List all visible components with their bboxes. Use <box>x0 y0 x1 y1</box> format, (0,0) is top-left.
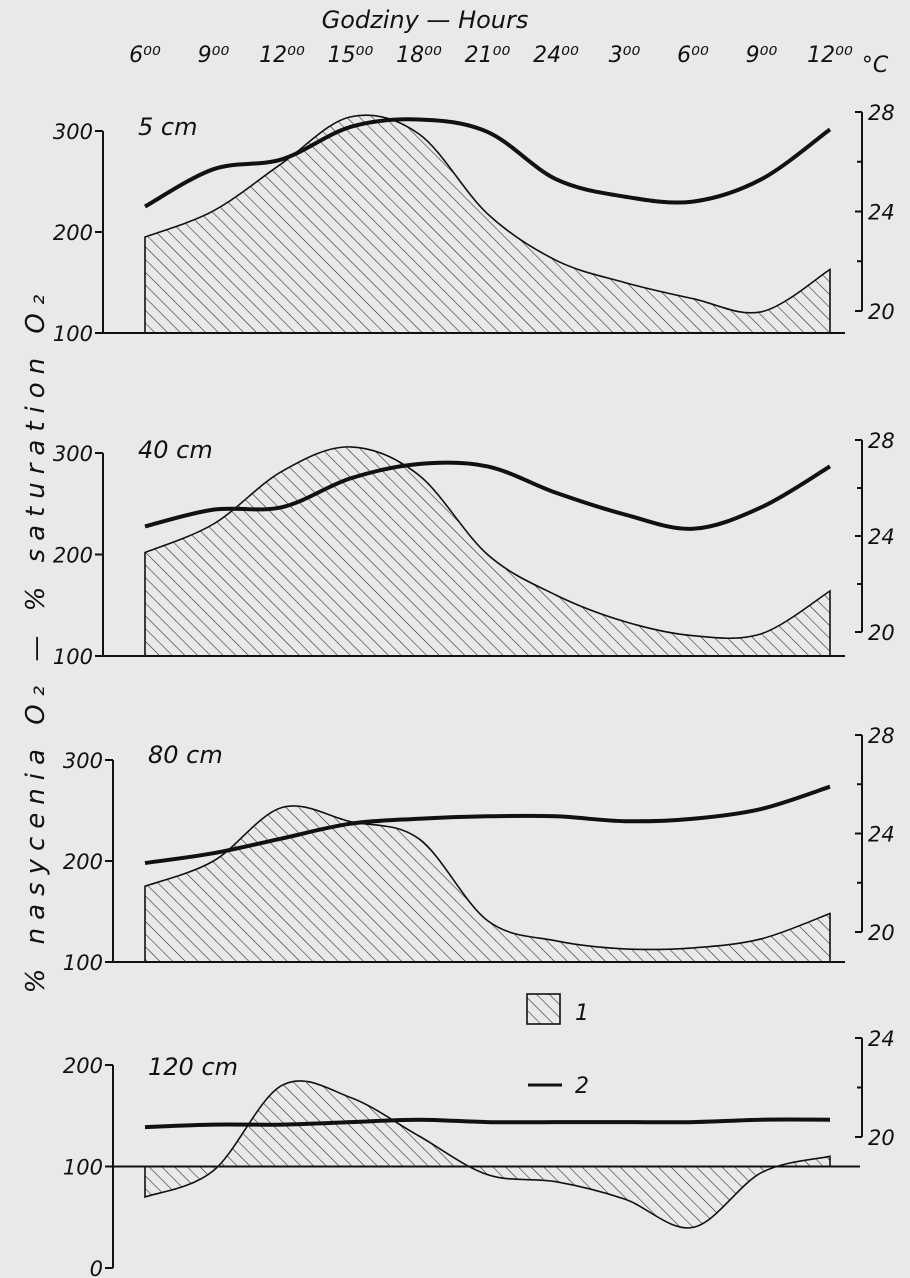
x-tick-label: 9⁰⁰ <box>198 43 230 68</box>
right-tick-label: 20 <box>868 300 895 324</box>
left-tick-label: 0 <box>90 1257 103 1278</box>
left-tick-label: 300 <box>53 442 93 466</box>
depth-label: 5 cm <box>138 113 197 141</box>
left-tick-label: 200 <box>63 1054 103 1078</box>
panel-40cm: 100 200 300 20 24 28 40 cm <box>53 429 895 669</box>
right-tick-label: 24 <box>868 823 895 847</box>
x-tick-label: 15⁰⁰ <box>328 43 374 68</box>
depth-label: 40 cm <box>138 436 213 464</box>
right-tick-label: 28 <box>868 101 895 125</box>
left-tick-label: 200 <box>53 544 93 568</box>
panel-120cm: 0 100 200 20 24 120 cm <box>63 1027 895 1278</box>
right-tick-label: 28 <box>868 429 895 453</box>
o2-saturation-area <box>144 446 831 657</box>
right-tick-label: 20 <box>868 621 895 645</box>
panel-80cm: 100 200 300 20 24 28 80 cm <box>63 724 895 975</box>
o2-saturation-area <box>144 1080 831 1229</box>
left-tick-label: 100 <box>53 322 93 346</box>
right-tick-label: 24 <box>868 201 895 225</box>
x-tick-labels: 6⁰⁰ 9⁰⁰ 12⁰⁰ 15⁰⁰ 18⁰⁰ 21⁰⁰ 24⁰⁰ 3⁰⁰ 6⁰⁰ 9⁰⁰ 12⁰⁰ <box>129 43 853 68</box>
x-tick-label: 12⁰⁰ <box>807 43 853 68</box>
panel-5cm: 100 200 300 20 24 28 5 cm <box>53 101 895 346</box>
x-tick-label: 3⁰⁰ <box>609 43 641 68</box>
left-tick-label: 100 <box>63 951 103 975</box>
temperature-line <box>144 117 832 209</box>
right-tick-label: 20 <box>868 1126 895 1150</box>
o2-saturation-area <box>144 805 831 963</box>
x-tick-label: 6⁰⁰ <box>129 43 161 68</box>
x-tick-label: 6⁰⁰ <box>677 43 709 68</box>
chart-title: Godziny — Hours <box>322 6 529 34</box>
legend-hatch-swatch <box>526 993 561 1025</box>
x-tick-label: 24⁰⁰ <box>533 43 579 68</box>
temperature-line <box>144 1117 831 1130</box>
x-tick-label: 12⁰⁰ <box>259 43 305 68</box>
x-tick-label: 21⁰⁰ <box>465 43 511 68</box>
legend-label-1: 1 <box>575 1001 589 1026</box>
right-tick-label: 20 <box>868 921 895 945</box>
right-tick-label: 24 <box>868 1027 895 1051</box>
right-tick-label: 28 <box>868 724 895 748</box>
depth-label: 80 cm <box>148 741 223 769</box>
left-tick-label: 200 <box>63 850 103 874</box>
left-tick-label: 200 <box>53 221 93 245</box>
legend-label-2: 2 <box>575 1074 589 1099</box>
left-tick-label: 300 <box>63 749 103 773</box>
x-tick-label: 9⁰⁰ <box>746 43 778 68</box>
x-tick-label: 18⁰⁰ <box>396 43 442 68</box>
y-axis-label: % nasycenia O₂ — % saturation O₂ <box>21 287 51 994</box>
depth-label: 120 cm <box>148 1053 238 1081</box>
right-axis-unit: °C <box>862 53 889 78</box>
left-tick-label: 100 <box>63 1156 103 1180</box>
left-tick-label: 100 <box>53 645 93 669</box>
legend: 1 2 <box>526 993 589 1099</box>
temperature-line <box>144 784 831 865</box>
right-tick-label: 24 <box>868 525 895 549</box>
left-tick-label: 300 <box>53 120 93 144</box>
o2-saturation-area <box>144 114 831 334</box>
temperature-line <box>144 460 832 531</box>
